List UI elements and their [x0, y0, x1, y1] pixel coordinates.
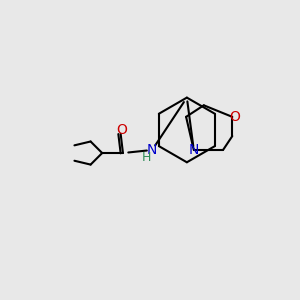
Text: N: N: [189, 143, 199, 157]
Text: H: H: [141, 151, 151, 164]
Text: O: O: [229, 110, 240, 124]
Text: O: O: [117, 123, 128, 137]
Text: N: N: [147, 143, 158, 157]
